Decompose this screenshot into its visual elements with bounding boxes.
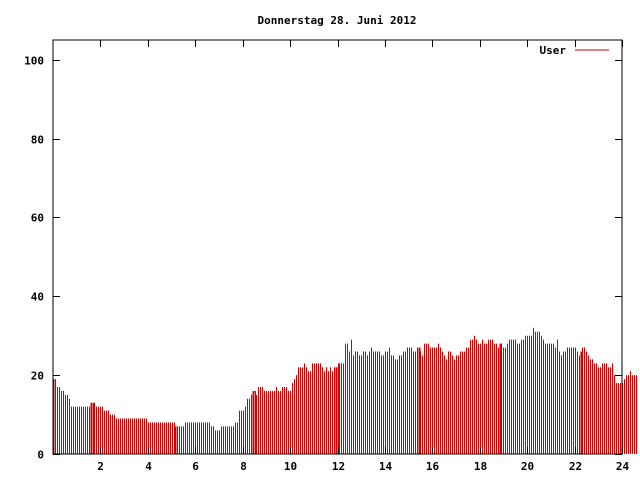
y-axis: 0 20 40 60 80 100 [24, 55, 622, 462]
x-tick-label: 10 [284, 460, 297, 473]
x-tick-label: 14 [379, 460, 393, 473]
legend-label-user: User [540, 44, 567, 57]
legend: User [540, 44, 609, 57]
x-tick-label: 2 [97, 460, 104, 473]
x-tick-label: 8 [240, 460, 247, 473]
x-tick-label: 18 [474, 460, 487, 473]
y-tick-label: 20 [31, 370, 44, 383]
chart-title: Donnerstag 28. Juni 2012 [258, 14, 417, 27]
y-tick-label: 0 [37, 449, 44, 462]
x-tick-label: 20 [521, 460, 534, 473]
x-tick-label: 16 [426, 460, 440, 473]
x-tick-label: 6 [192, 460, 199, 473]
y-tick-label: 40 [31, 291, 44, 304]
plot-frame [52, 39, 623, 455]
y-tick-label: 60 [31, 212, 44, 225]
x-tick-label: 22 [569, 460, 582, 473]
x-tick-label: 24 [616, 460, 630, 473]
bars [52, 327, 637, 454]
x-tick-label: 12 [332, 460, 345, 473]
y-tick-label: 100 [24, 55, 44, 68]
x-axis: 2 4 6 8 10 12 14 16 18 20 22 24 [97, 40, 629, 473]
y-tick-label: 80 [31, 134, 44, 147]
x-tick-label: 4 [145, 460, 152, 473]
